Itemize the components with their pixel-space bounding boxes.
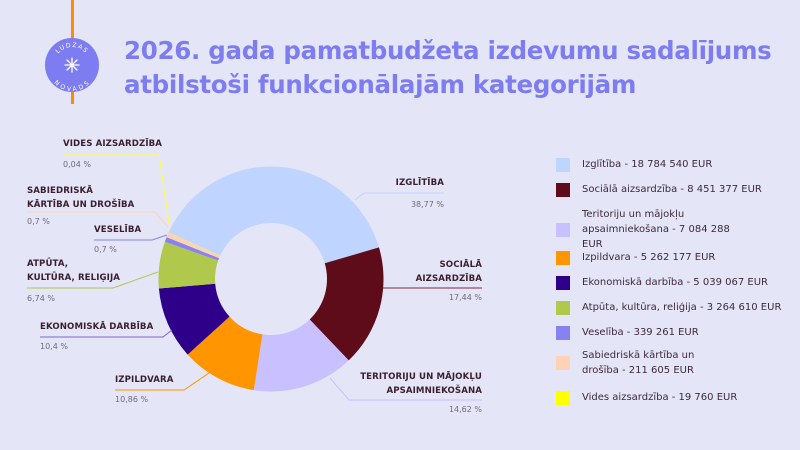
label-teritoriju-apsaimniekosana: TERITORIJU UN MĀJOKĻU APSAIMNIEKOŠANA (352, 370, 482, 398)
slice-teritoriju-un-m-jok-u-apsaimnieko-ana (253, 319, 349, 392)
label-line: KULTŪRA, RELIĢIJA (27, 273, 121, 283)
slice-vesel-ba (164, 237, 220, 261)
legend-swatch (556, 275, 570, 290)
leader-lines (27, 154, 482, 401)
legend-swatch (556, 300, 570, 315)
leader-sabiedriska (27, 211, 169, 228)
legend-swatch (556, 157, 570, 172)
slice-vides-aizsardz-ba (168, 232, 221, 256)
pct-sabiedriska-kartiba: 0,7 % (27, 217, 50, 226)
leader-veseliba (94, 234, 168, 241)
legend-swatch (556, 390, 570, 405)
pct-vides-aizsardziba: 0,04 % (63, 160, 91, 169)
legend-text: Veselība - 339 261 EUR (582, 327, 699, 338)
label-atputa-kultura: ATPŪTA, KULTŪRA, RELIĢIJA (27, 257, 120, 285)
pct-teritoriju-apsaimniekosana: 14,62 % (448, 405, 482, 414)
legend-swatch (556, 222, 570, 237)
pct-atputa-kultura: 6,74 % (27, 294, 55, 303)
title-line-1: 2026. gada pamatbudžeta izdevumu sadalīj… (124, 36, 772, 65)
legend-text: Teritoriju un mājokļu apsaimniekošana - … (582, 209, 730, 250)
leader-izglitiba (354, 192, 444, 201)
leader-ekonomiska (40, 329, 173, 338)
donut-slices (158, 166, 384, 392)
label-veseliba: VESELĪBA (94, 225, 142, 235)
label-line: KĀRTĪBA UN DROŠĪBA (27, 200, 135, 210)
legend-item-izglitiba: Izglītība - 18 784 540 EUR (556, 157, 782, 172)
legend-item-veseliba: Veselība - 339 261 EUR (556, 325, 782, 340)
legend-swatch (556, 325, 570, 340)
legend-text: Izglītība - 18 784 540 EUR (582, 159, 713, 170)
legend-swatch (556, 182, 570, 197)
label-line: SOCIĀLĀ (439, 260, 482, 270)
legend-text: Sabiedriskā kārtība un drošība - 211 605… (582, 350, 695, 376)
label-ekonomiska-darbiba: EKONOMISKĀ DARBĪBA (40, 322, 154, 332)
legend-item-teritoriju: Teritoriju un mājokļu apsaimniekošana - … (556, 207, 732, 252)
snowflake-icon (64, 57, 80, 73)
pct-izglitiba: 38,77 % (410, 200, 444, 209)
label-line: ATPŪTA, (27, 259, 69, 269)
label-line: APSAIMNIEKOŠANA (386, 386, 482, 396)
pct-ekonomiska-darbiba: 10,4 % (40, 342, 68, 351)
label-sociala-aizsardziba: SOCIĀLĀ AIZSARDZĪBA (382, 258, 482, 286)
label-izpildvara: IZPILDVARA (115, 375, 174, 385)
label-line: AIZSARDZĪBA (415, 274, 482, 284)
legend-swatch (556, 356, 570, 370)
legend-item-ekonomiska: Ekonomiskā darbība - 5 039 067 EUR (556, 275, 782, 290)
leader-vides (63, 154, 171, 230)
label-izglitiba: IZGLĪTĪBA (395, 178, 444, 188)
legend-item-sabiedriska: Sabiedriskā kārtība un drošība - 211 605… (556, 348, 712, 378)
label-sabiedriska-kartiba: SABIEDRISKĀ KĀRTĪBA UN DROŠĪBA (27, 184, 134, 212)
leader-atputa (27, 271, 159, 289)
leader-teritoriju (329, 377, 482, 401)
page-title: 2026. gada pamatbudžeta izdevumu sadalīj… (124, 34, 772, 102)
slice-izpildvara (187, 316, 263, 391)
legend-item-izpildvara: Izpildvara - 5 262 177 EUR (556, 250, 782, 265)
slice-sabiedrisk-k-rt-ba-un-dro-ba (166, 232, 220, 259)
label-vides-aizsardziba: VIDES AIZSARDZĪBA (63, 139, 163, 149)
legend-swatch (556, 250, 570, 265)
label-line: SABIEDRISKĀ (27, 186, 94, 196)
slice-izgl-t-ba (168, 166, 379, 264)
legend-item-sociala: Sociālā aizsardzība - 8 451 377 EUR (556, 182, 782, 197)
legend-item-vides: Vides aizsardzība - 19 760 EUR (556, 390, 782, 405)
legend-text: Ekonomiskā darbība - 5 039 067 EUR (582, 277, 768, 288)
legend-item-atputa: Atpūta, kultūra, reliģija - 3 264 610 EU… (556, 300, 782, 315)
legend-text: Atpūta, kultūra, reliģija - 3 264 610 EU… (582, 302, 782, 313)
slice-soci-l-aizsardz-ba (309, 247, 384, 361)
title-line-2: atbilstoši funkcionālajām kategorijām (124, 70, 637, 99)
legend-text: Vides aizsardzība - 19 760 EUR (582, 392, 738, 403)
label-line: TERITORIJU UN MĀJOKĻU (360, 372, 482, 382)
leader-izpildvara (115, 372, 210, 391)
slice-atp-ta-kult-ra-reli-ija (158, 241, 219, 289)
pct-izpildvara: 10,86 % (115, 395, 149, 404)
legend-text: Izpildvara - 5 262 177 EUR (582, 252, 716, 263)
ludzas-novads-logo: LUDZAS NOVADS (45, 38, 99, 92)
pct-sociala-aizsardziba: 17,44 % (448, 293, 482, 302)
pct-veseliba: 0,7 % (94, 245, 117, 254)
slice-ekonomisk-darb-ba (158, 283, 230, 355)
legend-text: Sociālā aizsardzība - 8 451 377 EUR (582, 184, 762, 195)
